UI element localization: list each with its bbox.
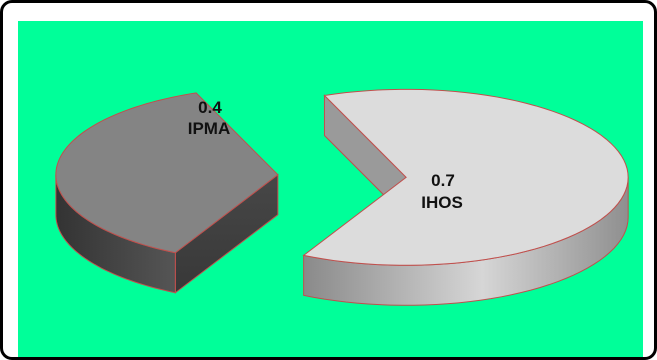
pie-slice-ipma — [55, 92, 279, 294]
slice-label-ihos-value: 0.7 — [431, 171, 455, 190]
slice-label-ihos-name: IHOS — [421, 193, 463, 212]
pie-slice-ihos — [302, 88, 629, 306]
slice-label-ipma-value: 0.4 — [198, 98, 222, 117]
slice-label-ipma-name: IPMA — [188, 119, 231, 138]
